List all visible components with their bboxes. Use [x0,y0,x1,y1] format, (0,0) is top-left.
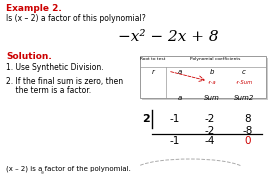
Text: Sum: Sum [204,95,220,101]
Text: 1. Use Synthetic Division.: 1. Use Synthetic Division. [6,63,104,72]
FancyBboxPatch shape [140,56,266,98]
Text: (x – 2) is a factor of the polynomial.: (x – 2) is a factor of the polynomial. [6,166,131,172]
Text: Root to test: Root to test [140,57,166,61]
Text: -8: -8 [243,126,253,136]
Text: 2. If the final sum is zero, then: 2. If the final sum is zero, then [6,77,123,86]
Text: 8: 8 [245,114,251,124]
Text: ·r·a: ·r·a [208,80,216,85]
Text: -2: -2 [205,126,215,136]
Text: c: c [242,69,246,75]
Text: 2: 2 [142,114,150,124]
Text: -1: -1 [170,114,180,124]
Text: Example 2.: Example 2. [6,4,62,13]
Text: b: b [210,69,214,75]
Text: a: a [178,69,182,75]
Text: ·r·Sum: ·r·Sum [235,80,253,85]
Text: -4: -4 [205,136,215,146]
FancyBboxPatch shape [141,57,267,100]
Text: the term is a factor.: the term is a factor. [6,86,91,95]
Text: Is (x – 2) a factor of this polynomial?: Is (x – 2) a factor of this polynomial? [6,14,146,23]
Text: Solution.: Solution. [6,52,52,61]
Text: a: a [178,95,182,101]
Text: 0: 0 [245,136,251,146]
Text: Polynomial coefficients: Polynomial coefficients [190,57,240,61]
Text: −x² − 2x + 8: −x² − 2x + 8 [118,30,219,44]
Text: -2: -2 [205,114,215,124]
Text: r: r [152,69,154,75]
Text: Sum2: Sum2 [234,95,254,101]
Text: -1: -1 [170,136,180,146]
